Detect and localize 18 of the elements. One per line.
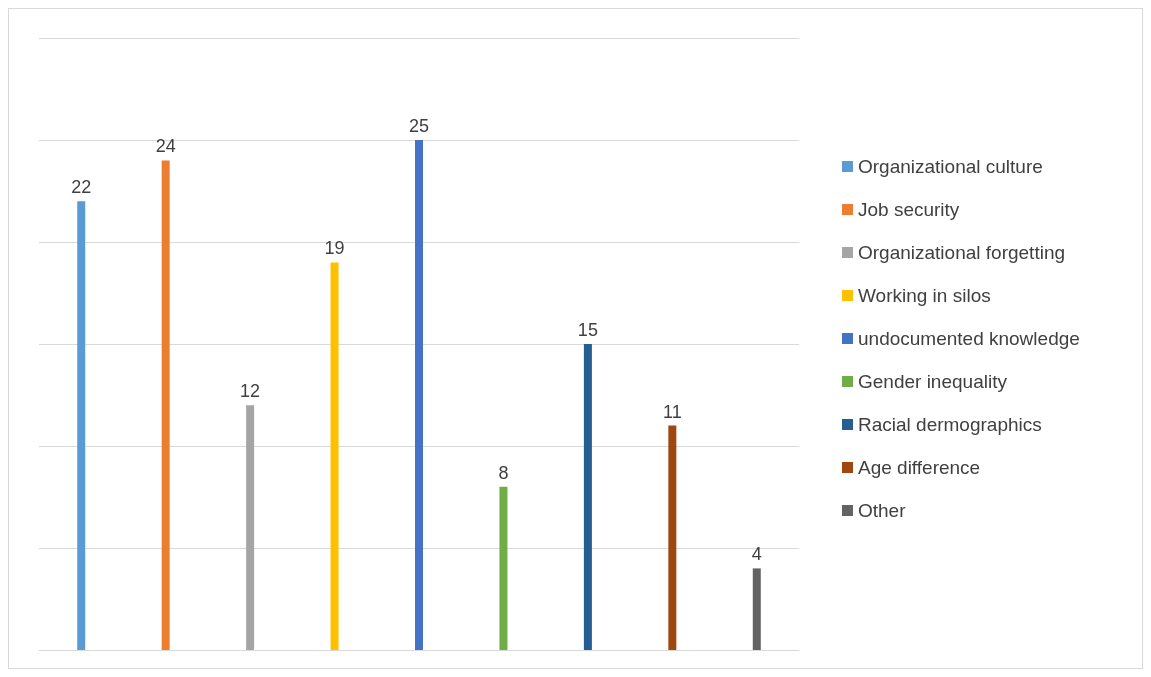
data-label: 4 (751, 544, 762, 565)
legend-label: Organizational culture (858, 156, 1043, 177)
data-label: 25 (408, 116, 430, 136)
data-label: 22 (71, 177, 92, 198)
legend-label: Age difference (858, 457, 981, 478)
legend-label: Job security (858, 199, 960, 220)
data-label: 11 (662, 401, 682, 422)
data-label: 19 (324, 238, 345, 259)
legend-label: Gender inequality (858, 371, 1008, 392)
legend-label: undocumented knowledge (858, 328, 1080, 349)
legend-label: Working in silos (858, 285, 991, 306)
data-label: 15 (577, 320, 598, 340)
data-label: 8 (498, 462, 509, 483)
data-label: 12 (240, 381, 261, 402)
data-label: 24 (155, 136, 176, 157)
legend-label: Other (858, 500, 907, 521)
legend-label: Racial dermographics (858, 414, 1042, 435)
legend-label: Organizational forgetting (858, 242, 1066, 263)
